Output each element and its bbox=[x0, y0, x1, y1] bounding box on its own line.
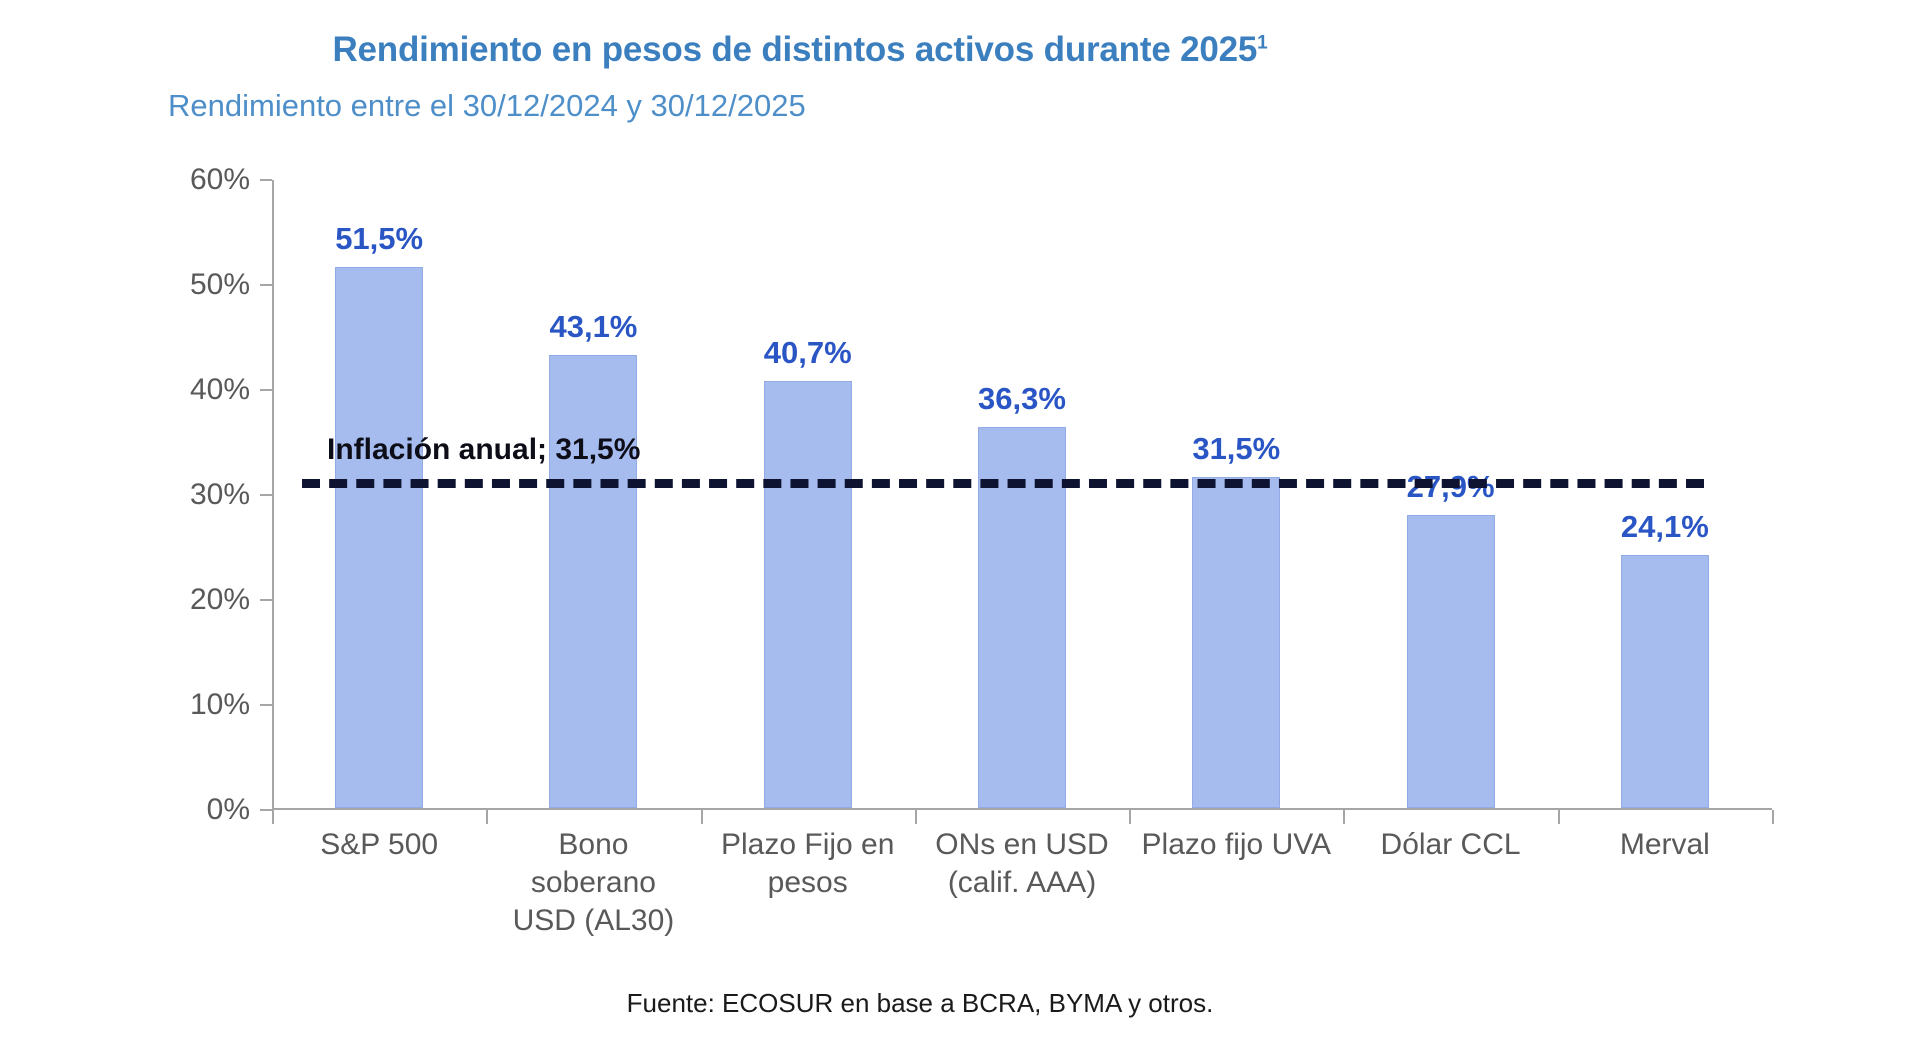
x-axis-label-line: Merval bbox=[1619, 828, 1710, 861]
x-axis-label-line: ONs en USD bbox=[935, 828, 1109, 861]
y-axis-tick bbox=[260, 179, 272, 181]
bar-7[interactable] bbox=[1620, 554, 1709, 808]
inflation-reference-line bbox=[302, 479, 1704, 489]
x-axis-tick bbox=[486, 810, 489, 824]
x-axis-tick bbox=[1557, 810, 1560, 824]
bar-value-label-7: 24,1% bbox=[1620, 508, 1709, 544]
bar-value-label-5: 31,5% bbox=[1192, 431, 1281, 467]
page-title-text: Rendimiento en pesos de distintos activo… bbox=[332, 30, 1258, 69]
y-axis-tick-label: 0% bbox=[206, 793, 250, 826]
bar-5[interactable] bbox=[1192, 477, 1281, 808]
x-axis-tick bbox=[700, 810, 703, 824]
y-axis-tick bbox=[260, 494, 272, 496]
bar-value-label-3: 40,7% bbox=[763, 334, 852, 370]
y-axis-tick-label: 50% bbox=[189, 268, 250, 301]
x-axis-line bbox=[272, 808, 1772, 810]
x-axis-label-line: USD (AL30) bbox=[512, 904, 675, 938]
x-axis-tick bbox=[272, 810, 274, 824]
x-axis-label-line: Plazo Fijo en bbox=[720, 828, 895, 861]
x-axis-tick bbox=[914, 810, 917, 824]
y-axis-tick bbox=[260, 599, 272, 601]
x-axis-label-line: pesos bbox=[767, 866, 848, 900]
bar-6[interactable] bbox=[1406, 515, 1495, 808]
x-axis-category-label-3: Plazo Fijo en pesos bbox=[683, 826, 933, 902]
x-axis-category-label-7: Merval bbox=[1540, 826, 1790, 864]
x-axis-tick bbox=[1772, 810, 1774, 824]
x-axis-category-label-6: Dólar CCL bbox=[1326, 826, 1576, 864]
x-axis-tick bbox=[1343, 810, 1346, 824]
y-axis-tick-label: 30% bbox=[189, 478, 250, 511]
x-axis-label-line: Plazo fijo UVA bbox=[1141, 828, 1332, 861]
x-axis-label-line: Bono bbox=[558, 828, 629, 861]
y-axis-tick bbox=[260, 284, 272, 286]
y-axis-line bbox=[272, 180, 274, 810]
x-axis-label-line: (calif. AAA) bbox=[947, 866, 1097, 900]
bar-4[interactable] bbox=[978, 426, 1066, 808]
bar-2[interactable] bbox=[549, 355, 638, 808]
x-axis-label-line: Dólar CCL bbox=[1380, 828, 1521, 861]
bar-value-label-4: 36,3% bbox=[978, 380, 1066, 416]
x-axis-label-line: S&P 500 bbox=[320, 828, 439, 861]
x-axis-category-label-1: S&P 500 bbox=[254, 826, 504, 864]
bar-value-label-2: 43,1% bbox=[549, 309, 638, 345]
bar-value-label-1: 51,5% bbox=[335, 221, 424, 257]
x-axis-category-label-5: Plazo fijo UVA bbox=[1111, 826, 1361, 864]
source-note: Fuente: ECOSUR en base a BCRA, BYMA y ot… bbox=[626, 988, 1214, 1018]
y-axis-tick bbox=[260, 809, 272, 811]
x-axis-category-label-4: ONs en USD (calif. AAA) bbox=[897, 826, 1147, 902]
page-subtitle: Rendimiento entre el 30/12/2024 y 30/12/… bbox=[168, 88, 806, 123]
x-axis-tick bbox=[1129, 810, 1132, 824]
y-axis-tick-label: 40% bbox=[189, 373, 250, 406]
page-title: Rendimiento en pesos de distintos activo… bbox=[0, 30, 1600, 70]
y-axis-tick-label: 60% bbox=[189, 163, 250, 196]
y-axis-tick-label: 10% bbox=[189, 688, 250, 721]
y-axis-tick-label: 20% bbox=[189, 583, 250, 616]
page-title-footnote-marker: 1 bbox=[1257, 32, 1268, 54]
bar-1[interactable] bbox=[335, 267, 424, 808]
inflation-annotation-label: Inflación anual; 31,5% bbox=[327, 433, 641, 467]
bar-3[interactable] bbox=[763, 380, 852, 808]
chart-plot-area: 0% 10% 20% 30% 40% 50% 60% 51,5% 43,1% 40,7% 36,3… bbox=[190, 163, 1774, 826]
x-axis-label-line: soberano bbox=[530, 866, 656, 900]
x-axis-category-label-2: Bono soberano USD (AL30) bbox=[468, 826, 718, 940]
y-axis-tick bbox=[260, 389, 272, 391]
y-axis-tick bbox=[260, 704, 272, 706]
